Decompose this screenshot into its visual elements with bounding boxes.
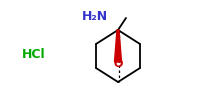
Polygon shape (114, 30, 122, 62)
Text: HCl: HCl (22, 48, 46, 60)
Text: H₂N: H₂N (82, 10, 108, 24)
Text: O: O (113, 59, 123, 69)
